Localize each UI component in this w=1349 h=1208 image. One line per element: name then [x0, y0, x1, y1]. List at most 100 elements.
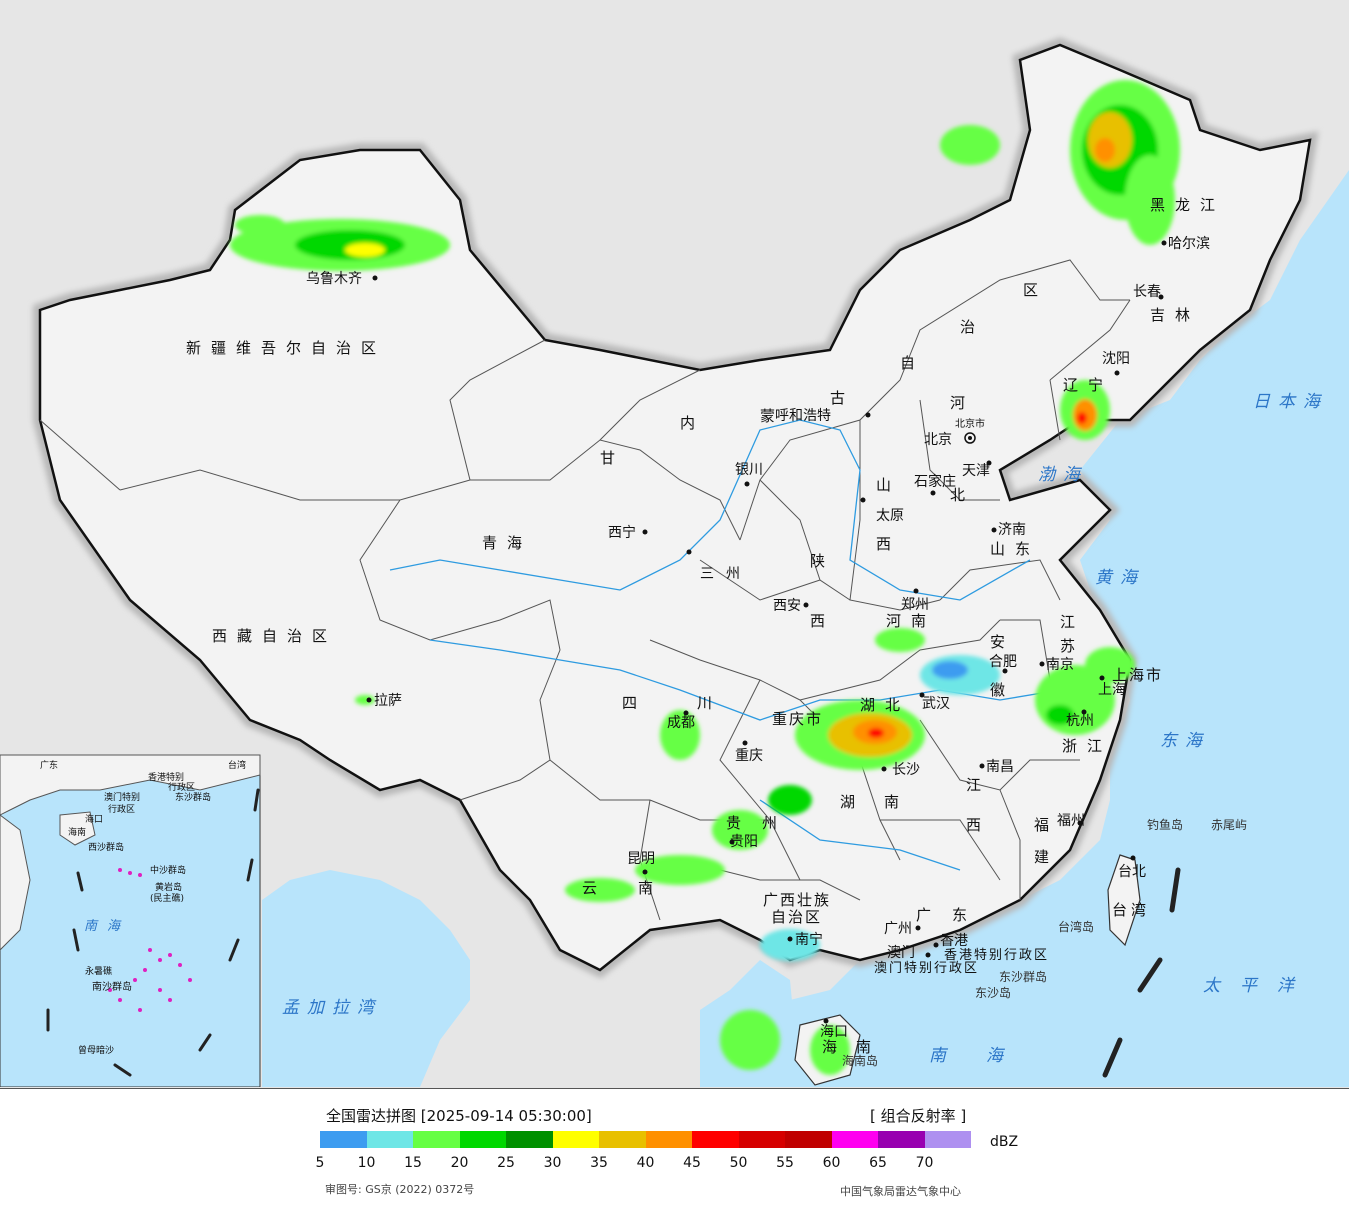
label-macau-sar: 澳门特别行政区	[874, 960, 979, 976]
scale-tick-label: 30	[543, 1155, 562, 1171]
label-bengal: 孟加拉湾	[282, 998, 382, 1018]
color-swatch-5	[552, 1131, 599, 1148]
city-shanghai: 上海	[1098, 682, 1126, 698]
inset-label-8: 海南	[68, 826, 86, 838]
province-boundaries	[39, 259, 1131, 921]
label-hebei: 河	[950, 394, 975, 412]
inset-label-6: 东沙群岛	[175, 791, 211, 803]
scale-tick-label: 40	[636, 1155, 655, 1171]
color-swatch-13	[924, 1131, 971, 1148]
city-shijiazhuang: 石家庄	[914, 473, 956, 490]
color-swatch-9	[738, 1131, 785, 1148]
color-scale-bar	[320, 1131, 971, 1148]
pacific-sea	[760, 170, 1349, 1087]
color-swatch-7	[645, 1131, 692, 1148]
color-swatch-1	[366, 1131, 413, 1148]
city-hefei: 合肥	[989, 654, 1017, 670]
map-title: 全国雷达拼图 [2025-09-14 05:30:00]	[326, 1107, 592, 1125]
scale-tick-label: 60	[822, 1155, 841, 1171]
label-gansu: 甘	[600, 449, 625, 467]
label-yunnan2: 南	[638, 879, 663, 897]
city-tianjin: 天津	[962, 463, 990, 479]
label-sichuan: 四	[622, 694, 647, 712]
label-chiwei: 赤尾屿	[1211, 818, 1247, 832]
city-yinchuan: 银川	[735, 462, 763, 478]
label-donghai: 东海	[1160, 731, 1210, 751]
city-guiyang: 贵阳	[730, 834, 758, 850]
scale-tick-label: 15	[404, 1155, 422, 1171]
china-land	[38, 43, 1312, 972]
label-hunan: 湖	[840, 793, 865, 811]
label-jiangsu2: 苏	[1060, 637, 1085, 655]
label-anhui: 安	[990, 633, 1015, 651]
city-xining: 西宁	[608, 524, 636, 541]
label-xinjiang: 新疆维吾尔自治区	[186, 339, 386, 357]
inset-labels: 广东 台湾 香港特别 行政区 澳门特别 行政区 东沙群岛 海口 海南 西沙群岛 …	[40, 759, 246, 1056]
label-inset-nanhai: 南海	[84, 919, 130, 934]
place-labels: 香港特别行政区 澳门特别行政区 东沙群岛 东沙岛 钓鱼岛 赤尾屿 台湾岛 海南岛	[842, 817, 1247, 1068]
scale-tick-label: 35	[590, 1155, 608, 1171]
city-guangzhou: 广州	[884, 921, 912, 937]
label-diaoyu: 钓鱼岛	[1147, 817, 1183, 832]
label-anhui2: 徽	[990, 681, 1015, 699]
inset-label-7: 海口	[85, 813, 103, 825]
label-hebei2: 北	[950, 486, 975, 504]
scale-tick-label: 25	[497, 1155, 515, 1171]
label-taiwan: 台湾	[1112, 901, 1150, 919]
scale-tick-label: 10	[357, 1155, 376, 1171]
label-guizhou2: 州	[762, 814, 787, 832]
city-hongkong: 香港	[940, 933, 968, 949]
label-nm4: 自	[900, 354, 925, 372]
label-guangdong2: 东	[952, 906, 977, 924]
inset-label-15: 曾母暗沙	[78, 1044, 114, 1056]
label-shanxi2: 西	[876, 535, 901, 553]
city-lhasa: 拉萨	[374, 693, 402, 709]
radar-echoes	[230, 80, 1180, 1075]
inset-label-14: 南沙群岛	[92, 980, 132, 993]
color-swatch-3	[459, 1131, 506, 1148]
city-zhengzhou: 郑州	[901, 597, 929, 613]
color-swatch-0	[320, 1131, 367, 1148]
label-heilongjiang: 黑龙江	[1150, 196, 1225, 214]
south-china-sea-inset	[0, 754, 261, 1087]
label-chongqing: 重庆市	[772, 710, 823, 728]
label-shandong: 山东	[990, 540, 1040, 558]
nine-dash-line	[1102, 867, 1181, 1078]
label-shaanxi: 陕	[810, 552, 835, 570]
city-chongqing: 重庆	[735, 748, 763, 764]
label-guangdong: 广	[916, 906, 941, 924]
inset-label-10: 中沙群岛	[150, 864, 186, 876]
sea-labels: 渤海 黄海 东海 南海 日本海 太平洋 孟加拉湾 南海	[84, 392, 1320, 1066]
label-sichuan2: 川	[697, 694, 722, 712]
city-nanchang: 南昌	[986, 759, 1014, 775]
legend-panel	[0, 1089, 1349, 1208]
label-nm5: 治	[960, 318, 985, 336]
label-fujian2: 建	[1034, 848, 1059, 866]
label-nm1: 内	[680, 414, 705, 432]
city-wuhan: 武汉	[922, 696, 950, 712]
radar-map: 新疆维吾尔自治区 西藏自治区 青海 甘 内 蒙 古 自 治 区 黑龙江 吉林 辽…	[0, 0, 1349, 1089]
city-nanning: 南宁	[795, 931, 823, 948]
label-jiangsu: 江	[1060, 613, 1085, 631]
inset-label-0: 广东	[40, 759, 58, 771]
inset-label-12: (民主礁)	[150, 892, 184, 904]
city-hohhot: 呼和浩特	[775, 408, 831, 424]
city-changsha: 长沙	[892, 762, 920, 778]
label-gansu-city: 三州	[700, 566, 752, 582]
city-labels: 乌鲁木齐 拉萨 西宁 银川 呼和浩特 北京 北京市 天津 石家庄 太原 济南 郑…	[306, 236, 1210, 1040]
scale-tick-label: 65	[869, 1155, 887, 1171]
label-henan: 河南	[886, 612, 936, 630]
label-xizang: 西藏自治区	[212, 627, 337, 645]
color-swatch-12	[878, 1131, 925, 1148]
label-yunnan: 云	[582, 879, 607, 897]
inset-label-4: 澳门特别	[104, 791, 140, 803]
inset-label-1: 台湾	[228, 759, 246, 771]
scale-tick-label: 20	[450, 1155, 469, 1171]
label-nm6: 区	[1023, 281, 1048, 299]
label-shanghai: 上海市	[1112, 666, 1163, 684]
label-nm3: 古	[830, 389, 855, 407]
label-nm2: 蒙	[760, 407, 785, 425]
label-taiwan-island: 台湾岛	[1058, 919, 1094, 934]
label-guizhou: 贵	[726, 814, 751, 832]
